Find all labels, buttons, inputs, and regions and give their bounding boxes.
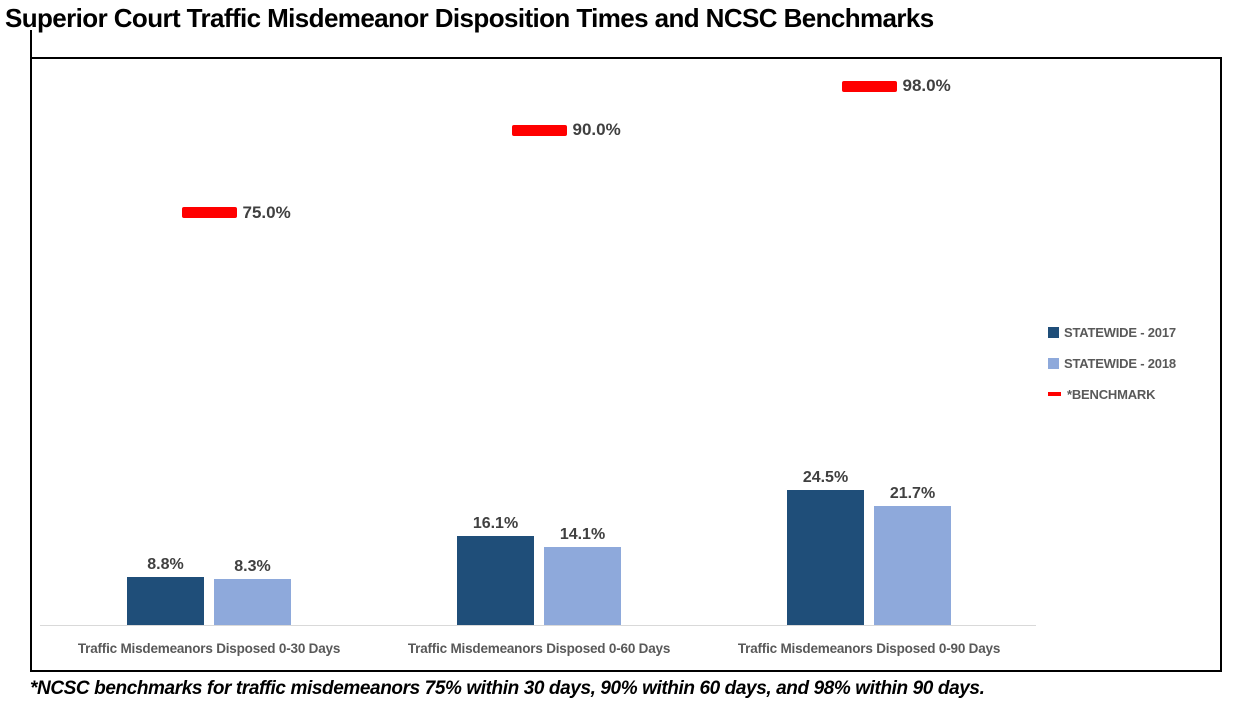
chart-frame-tick: [30, 30, 32, 58]
benchmark-marker-0: [181, 207, 237, 218]
bar-value-label-statewide-2017-group1: 16.1%: [472, 515, 519, 532]
category-label-0-60-days: Traffic Misdemeanors Disposed 0-60 Days: [407, 641, 671, 656]
chart-area: Traffic Misdemeanors Disposed 0-30 Days …: [30, 57, 1222, 672]
benchmark-value-label-2: 98.0%: [902, 76, 951, 95]
bar-statewide-2018-group0: [214, 579, 291, 625]
benchmark-marker-1: [511, 124, 567, 136]
plot-area: Traffic Misdemeanors Disposed 0-30 Days …: [32, 59, 1220, 670]
chart-title: Superior Court Traffic Misdemeanor Dispo…: [5, 3, 934, 33]
legend-swatch-benchmark-dash-icon: [1048, 392, 1061, 396]
legend-label-benchmark: *BENCHMARK: [1067, 386, 1156, 402]
legend-item-statewide-2017: STATEWIDE - 2017: [1048, 322, 1176, 342]
bar-value-label-statewide-2018-group0: 8.3%: [234, 558, 271, 575]
legend: STATEWIDE - 2017 STATEWIDE - 2018 *BENCH…: [1048, 322, 1176, 415]
legend-swatch-2017-icon: [1048, 326, 1059, 338]
bar-value-label-statewide-2017-group2: 24.5%: [802, 469, 849, 486]
bar-statewide-2017-group2: [787, 490, 864, 625]
benchmark-value-label-0: 75.0%: [242, 202, 291, 222]
bar-statewide-2018-group1: [544, 547, 621, 625]
footnote: *NCSC benchmarks for traffic misdemeanor…: [30, 678, 985, 699]
legend-item-statewide-2018: STATEWIDE - 2018: [1048, 353, 1176, 373]
bar-value-label-statewide-2018-group1: 14.1%: [559, 526, 606, 543]
bar-value-label-statewide-2017-group0: 8.8%: [147, 556, 184, 573]
bar-value-label-statewide-2018-group2: 21.7%: [889, 485, 936, 502]
bar-statewide-2018-group2: [874, 506, 951, 625]
benchmark-marker-2: [841, 80, 897, 92]
category-label-0-90-days: Traffic Misdemeanors Disposed 0-90 Days: [737, 641, 1001, 656]
x-axis-line: [40, 625, 1036, 626]
benchmark-value-label-1: 90.0%: [572, 120, 621, 139]
category-label-0-30-days: Traffic Misdemeanors Disposed 0-30 Days: [77, 641, 341, 656]
legend-swatch-2018-icon: [1048, 357, 1059, 369]
bar-statewide-2017-group1: [457, 536, 534, 625]
legend-item-benchmark: *BENCHMARK: [1048, 384, 1176, 404]
legend-label-statewide-2018: STATEWIDE - 2018: [1064, 355, 1176, 371]
legend-label-statewide-2017: STATEWIDE - 2017: [1064, 324, 1176, 340]
bar-statewide-2017-group0: [127, 577, 204, 625]
